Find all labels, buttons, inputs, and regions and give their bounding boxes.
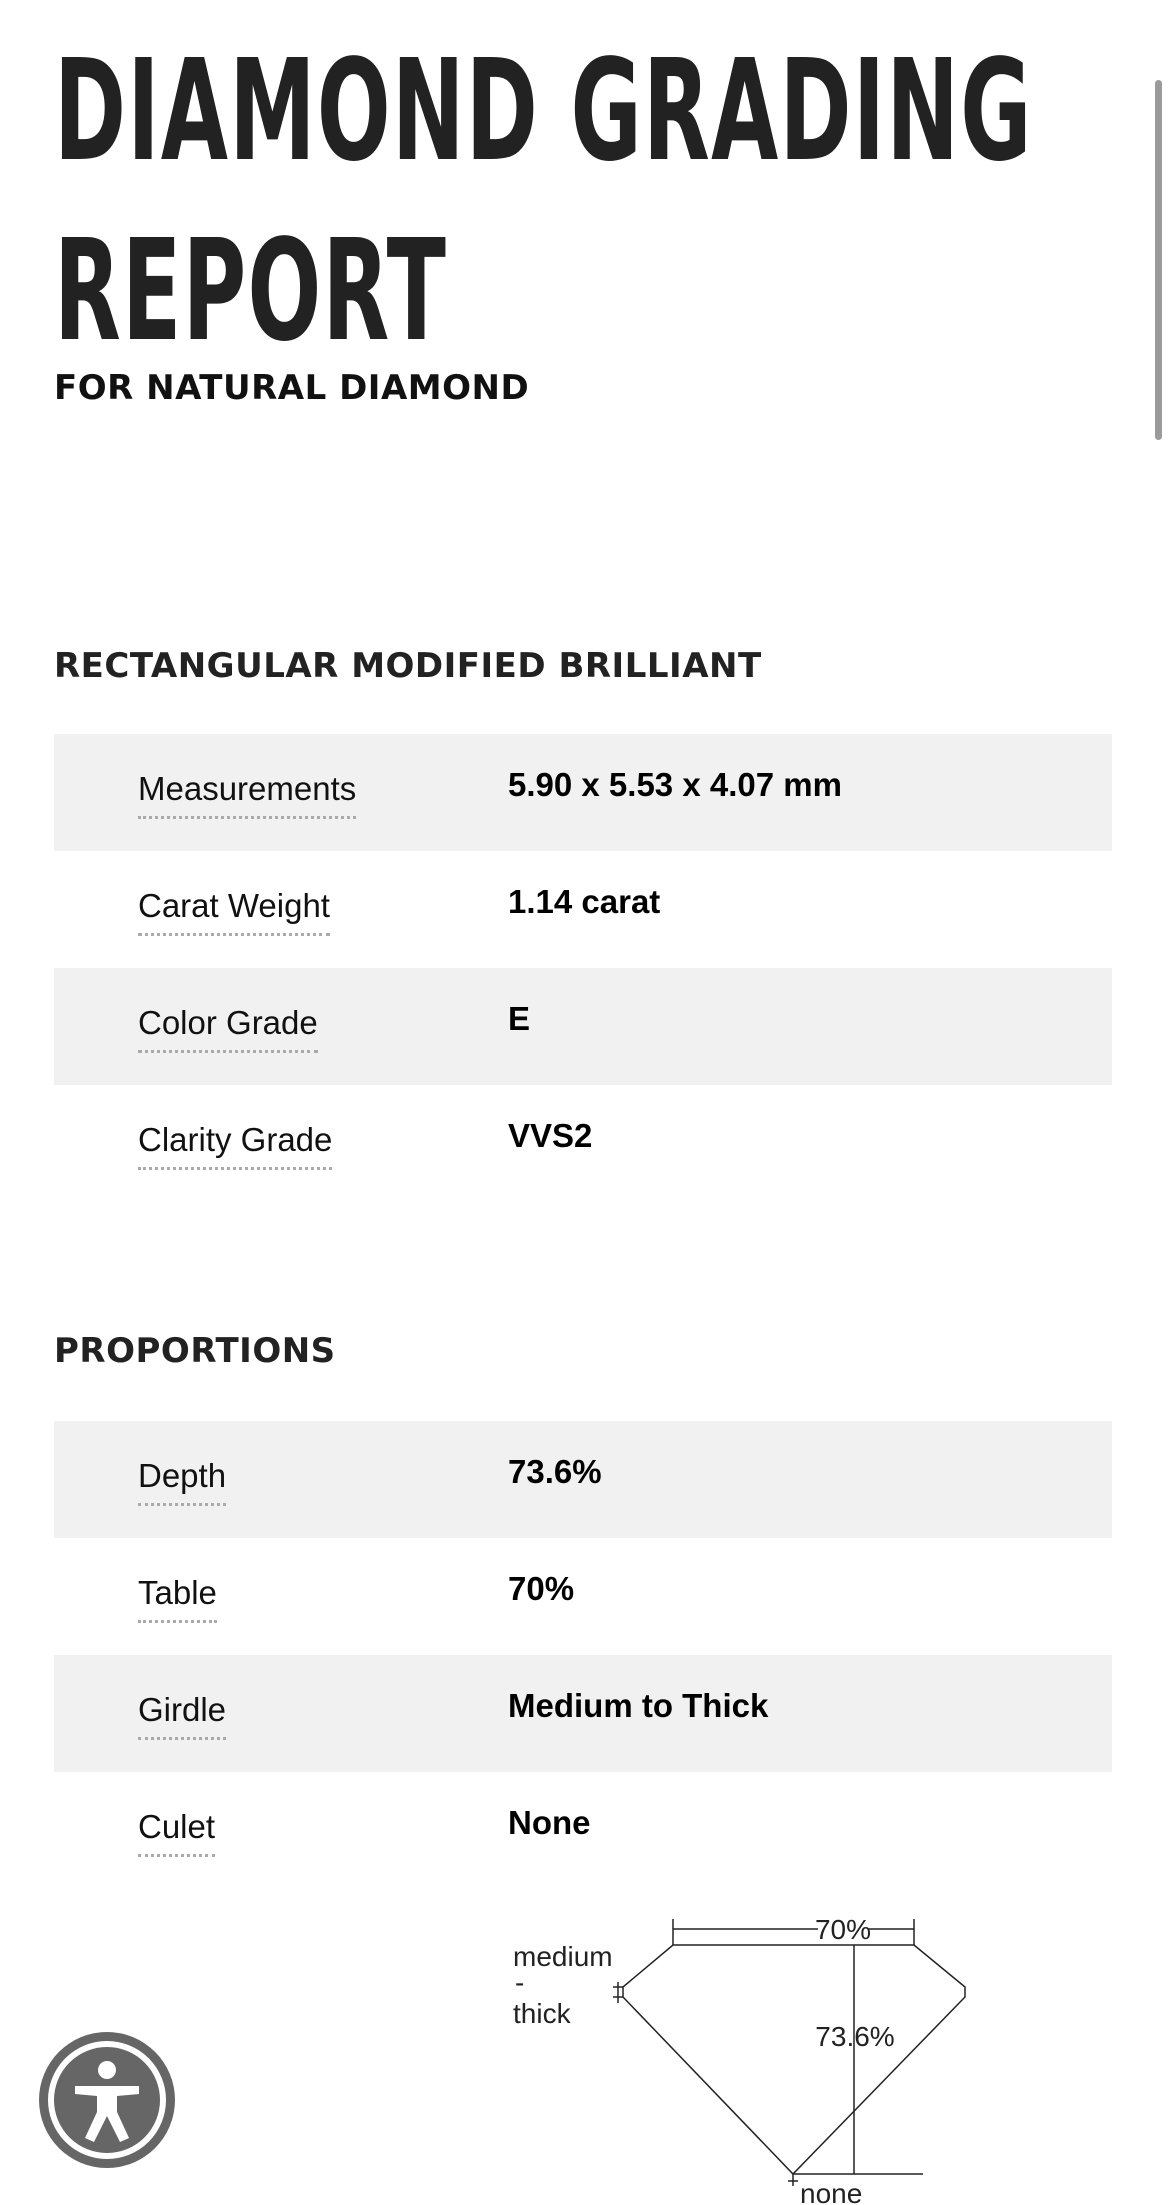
accessibility-person-icon xyxy=(48,2041,166,2159)
girdle-label-2: - xyxy=(515,1967,524,1998)
row-value: E xyxy=(508,1000,531,1037)
row-label[interactable]: Depth xyxy=(138,1457,227,1506)
proportions-heading: PROPORTIONS xyxy=(54,1331,336,1371)
row-label[interactable]: Girdle xyxy=(138,1691,227,1740)
proportions-diagram: 70% 73.6% medium - thick none xyxy=(513,1914,966,2205)
table-row: Measurements 5.90 x 5.53 x 4.07 mm xyxy=(54,734,1112,851)
row-value: Medium to Thick xyxy=(508,1687,769,1724)
row-value: None xyxy=(508,1804,591,1841)
table-row: Color Grade E xyxy=(54,968,1112,1085)
row-value: 1.14 carat xyxy=(508,883,661,920)
grading-table: Measurements 5.90 x 5.53 x 4.07 mm Carat … xyxy=(54,734,1112,1202)
scrollbar[interactable] xyxy=(1155,80,1162,440)
table-row: Clarity Grade VVS2 xyxy=(54,1085,1112,1202)
row-label[interactable]: Measurements xyxy=(138,770,357,819)
row-label[interactable]: Clarity Grade xyxy=(138,1121,333,1170)
row-label[interactable]: Table xyxy=(138,1574,217,1623)
row-value: 70% xyxy=(508,1570,575,1607)
row-label[interactable]: Carat Weight xyxy=(138,887,330,936)
row-value: VVS2 xyxy=(508,1117,593,1154)
row-value: 73.6% xyxy=(508,1453,602,1490)
page-subtitle: FOR NATURAL DIAMOND xyxy=(54,368,530,408)
diamond-outline xyxy=(622,1944,966,2176)
table-row: Girdle Medium to Thick xyxy=(54,1655,1112,1772)
row-label[interactable]: Culet xyxy=(138,1808,216,1857)
row-label[interactable]: Color Grade xyxy=(138,1004,318,1053)
depth-percent-label: 73.6% xyxy=(815,2021,894,2052)
table-row: Carat Weight 1.14 carat xyxy=(54,851,1112,968)
table-row: Depth 73.6% xyxy=(54,1421,1112,1538)
proportions-table: Depth 73.6% Table 70% Girdle Medium to Thic… xyxy=(54,1421,1112,1889)
title-line-2: REPORT xyxy=(54,210,448,373)
girdle-label-3: thick xyxy=(513,1998,572,2029)
table-row: Culet None xyxy=(54,1772,1112,1889)
row-value: 5.90 x 5.53 x 4.07 mm xyxy=(508,766,842,803)
table-percent-label: 70% xyxy=(815,1914,871,1945)
page-title: DIAMOND GRADING REPORT xyxy=(54,22,1033,382)
title-line-1: DIAMOND GRADING xyxy=(54,30,1033,193)
girdle-label-1: medium xyxy=(513,1941,613,1972)
shape-heading: RECTANGULAR MODIFIED BRILLIANT xyxy=(54,646,762,686)
accessibility-button[interactable] xyxy=(39,2032,175,2168)
table-row: Table 70% xyxy=(54,1538,1112,1655)
culet-label: none xyxy=(800,2178,862,2205)
